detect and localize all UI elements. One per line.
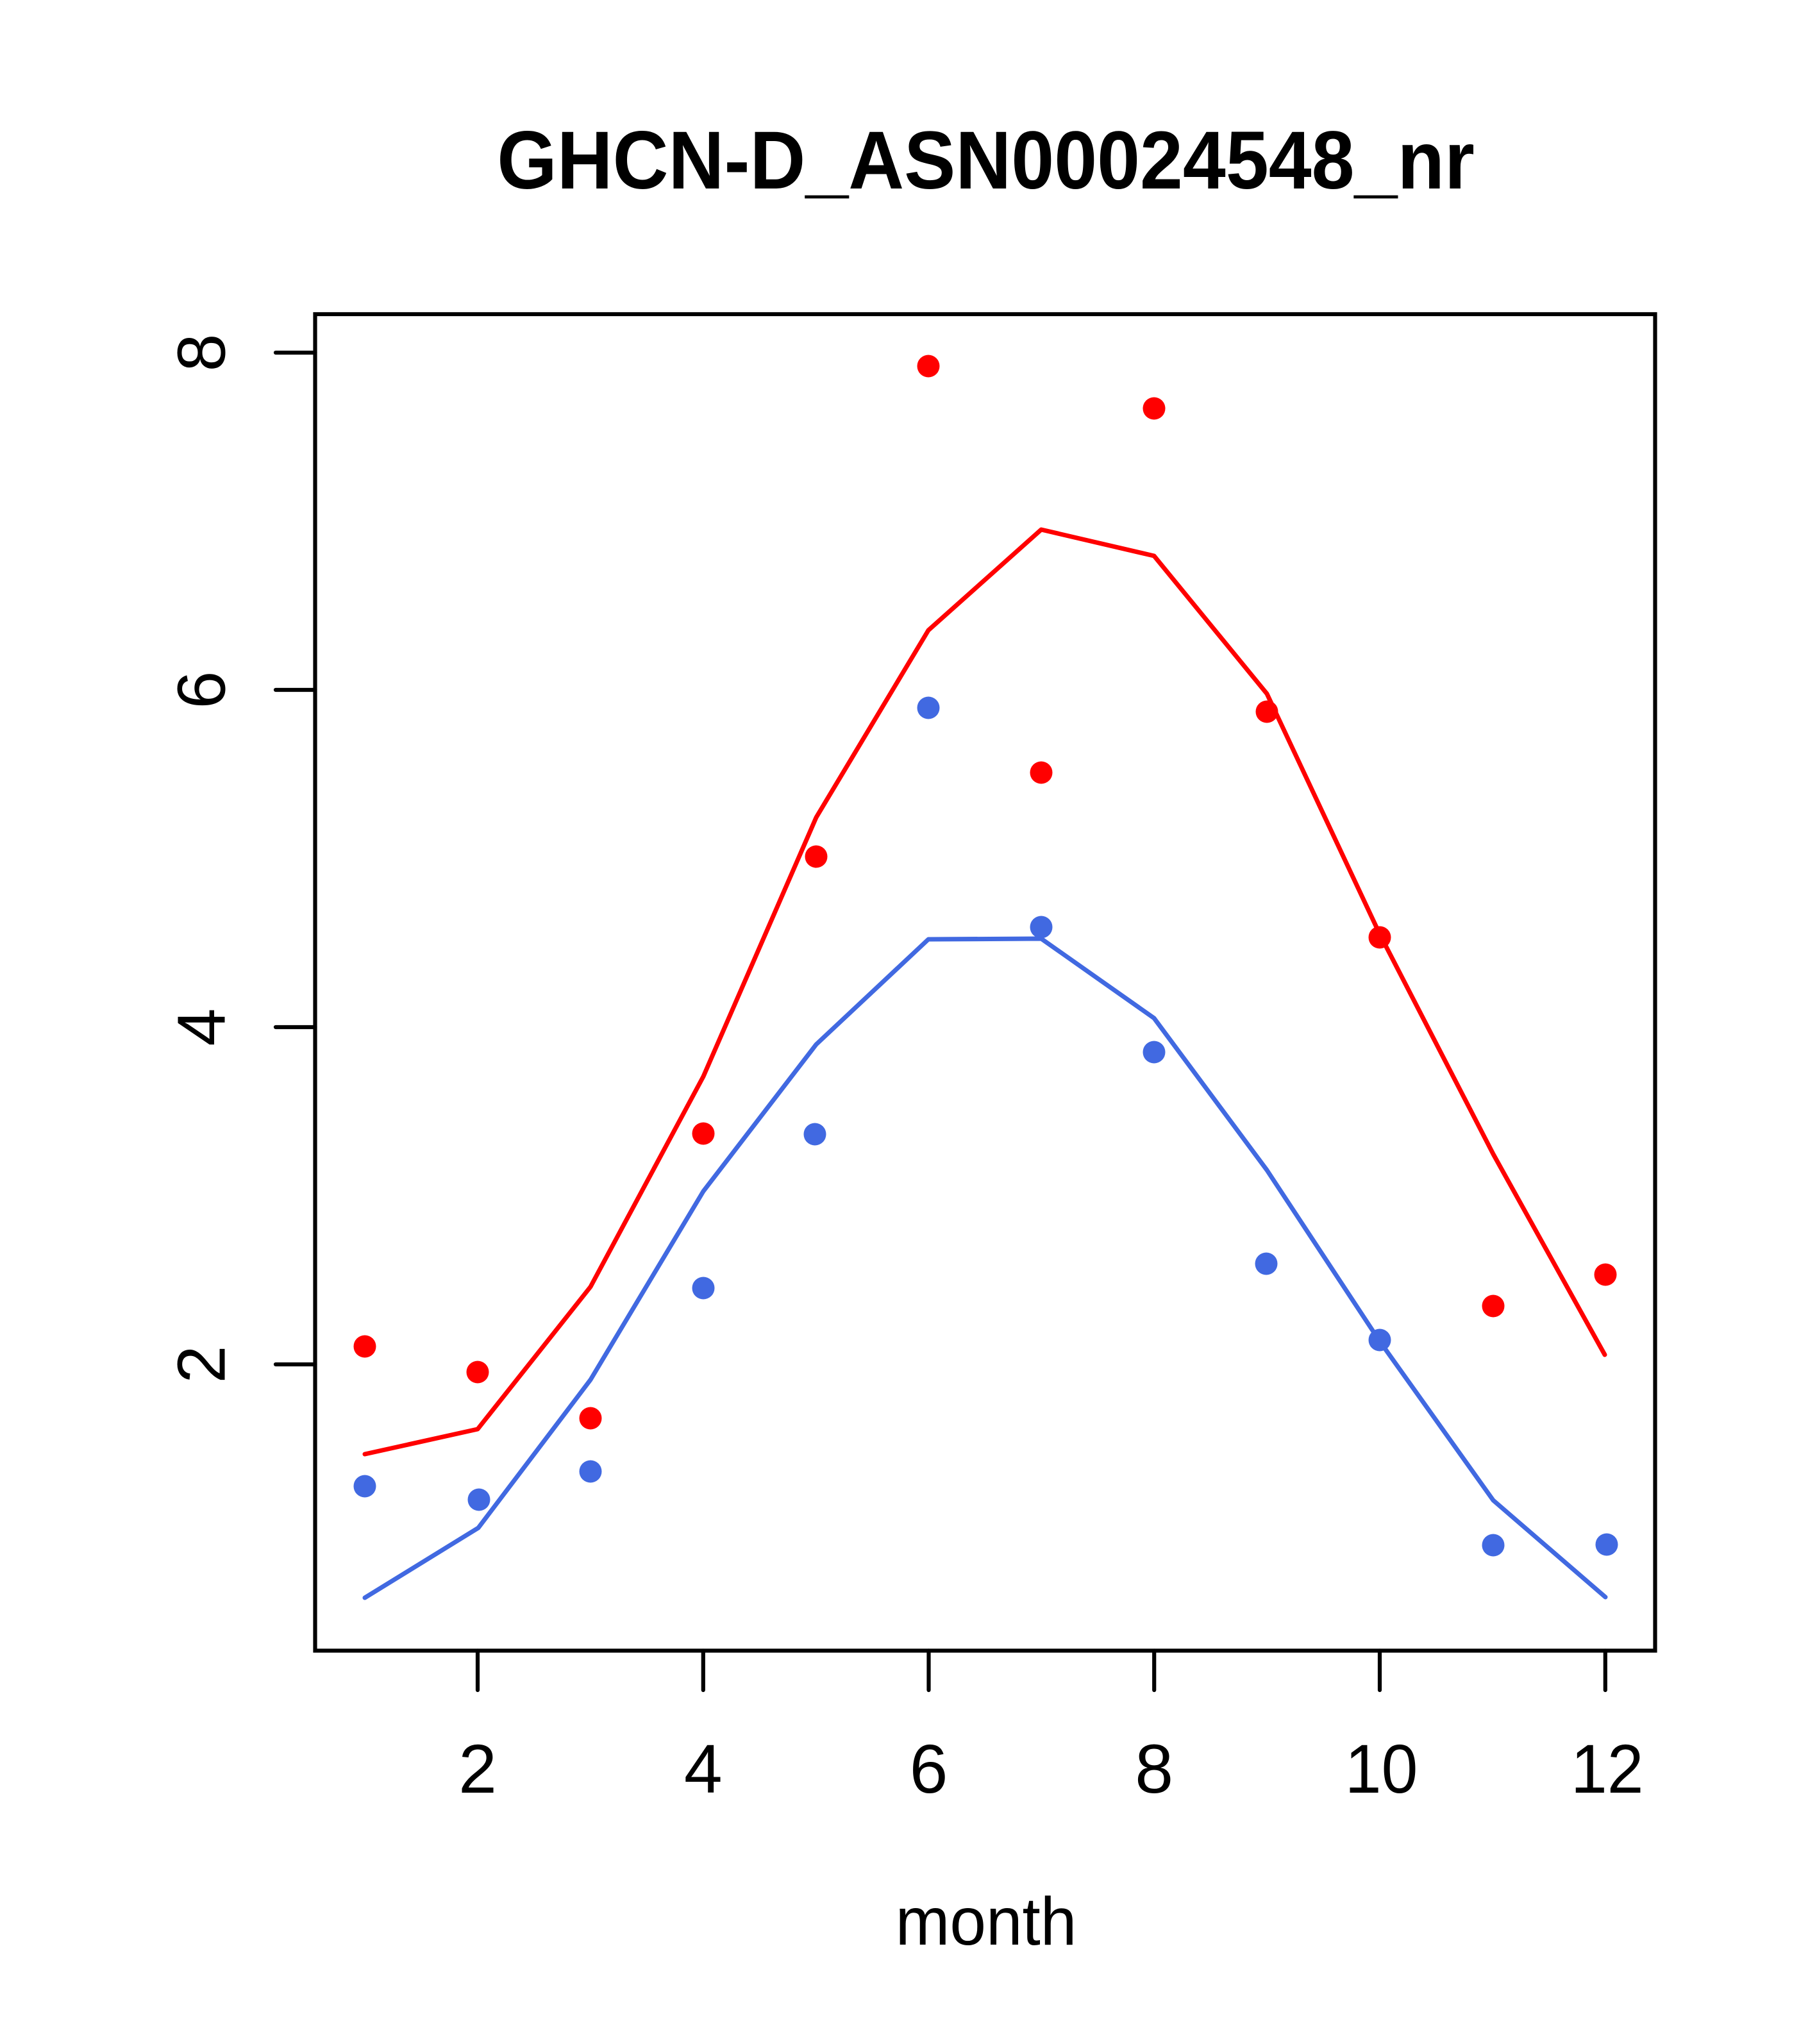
svg-text:10: 10 bbox=[1345, 1731, 1418, 1808]
svg-text:12: 12 bbox=[1571, 1731, 1644, 1808]
svg-text:month: month bbox=[896, 1884, 1077, 1959]
svg-text:4: 4 bbox=[164, 1009, 240, 1046]
svg-text:2: 2 bbox=[458, 1730, 497, 1807]
svg-text:8: 8 bbox=[164, 334, 240, 372]
svg-text:8: 8 bbox=[1135, 1730, 1173, 1807]
svg-text:GHCN-D_ASN00024548_nr: GHCN-D_ASN00024548_nr bbox=[497, 115, 1475, 206]
svg-text:6: 6 bbox=[910, 1730, 948, 1807]
svg-text:6: 6 bbox=[164, 671, 240, 709]
svg-text:4: 4 bbox=[684, 1730, 723, 1807]
svg-text:2: 2 bbox=[164, 1346, 240, 1384]
